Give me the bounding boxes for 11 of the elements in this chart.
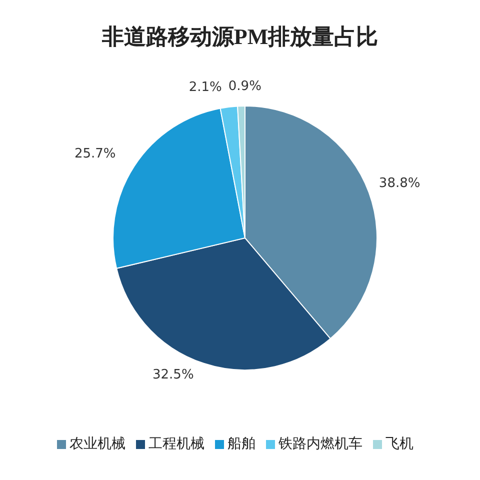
legend-label: 铁路内燃机车 [278,436,362,452]
legend-label: 飞机 [386,436,414,452]
legend-label: 船舶 [228,436,256,452]
chart-title: 非道路移动源PM排放量占比 [100,23,380,51]
data-label: 38.8% [378,176,420,191]
legend-label: 工程机械 [148,436,204,452]
data-label: 32.5% [152,368,194,383]
legend-label: 农业机械 [70,436,126,452]
data-label: 2.1% [188,80,222,96]
data-label: 25.7% [74,146,116,162]
data-label: 0.9% [228,79,262,94]
